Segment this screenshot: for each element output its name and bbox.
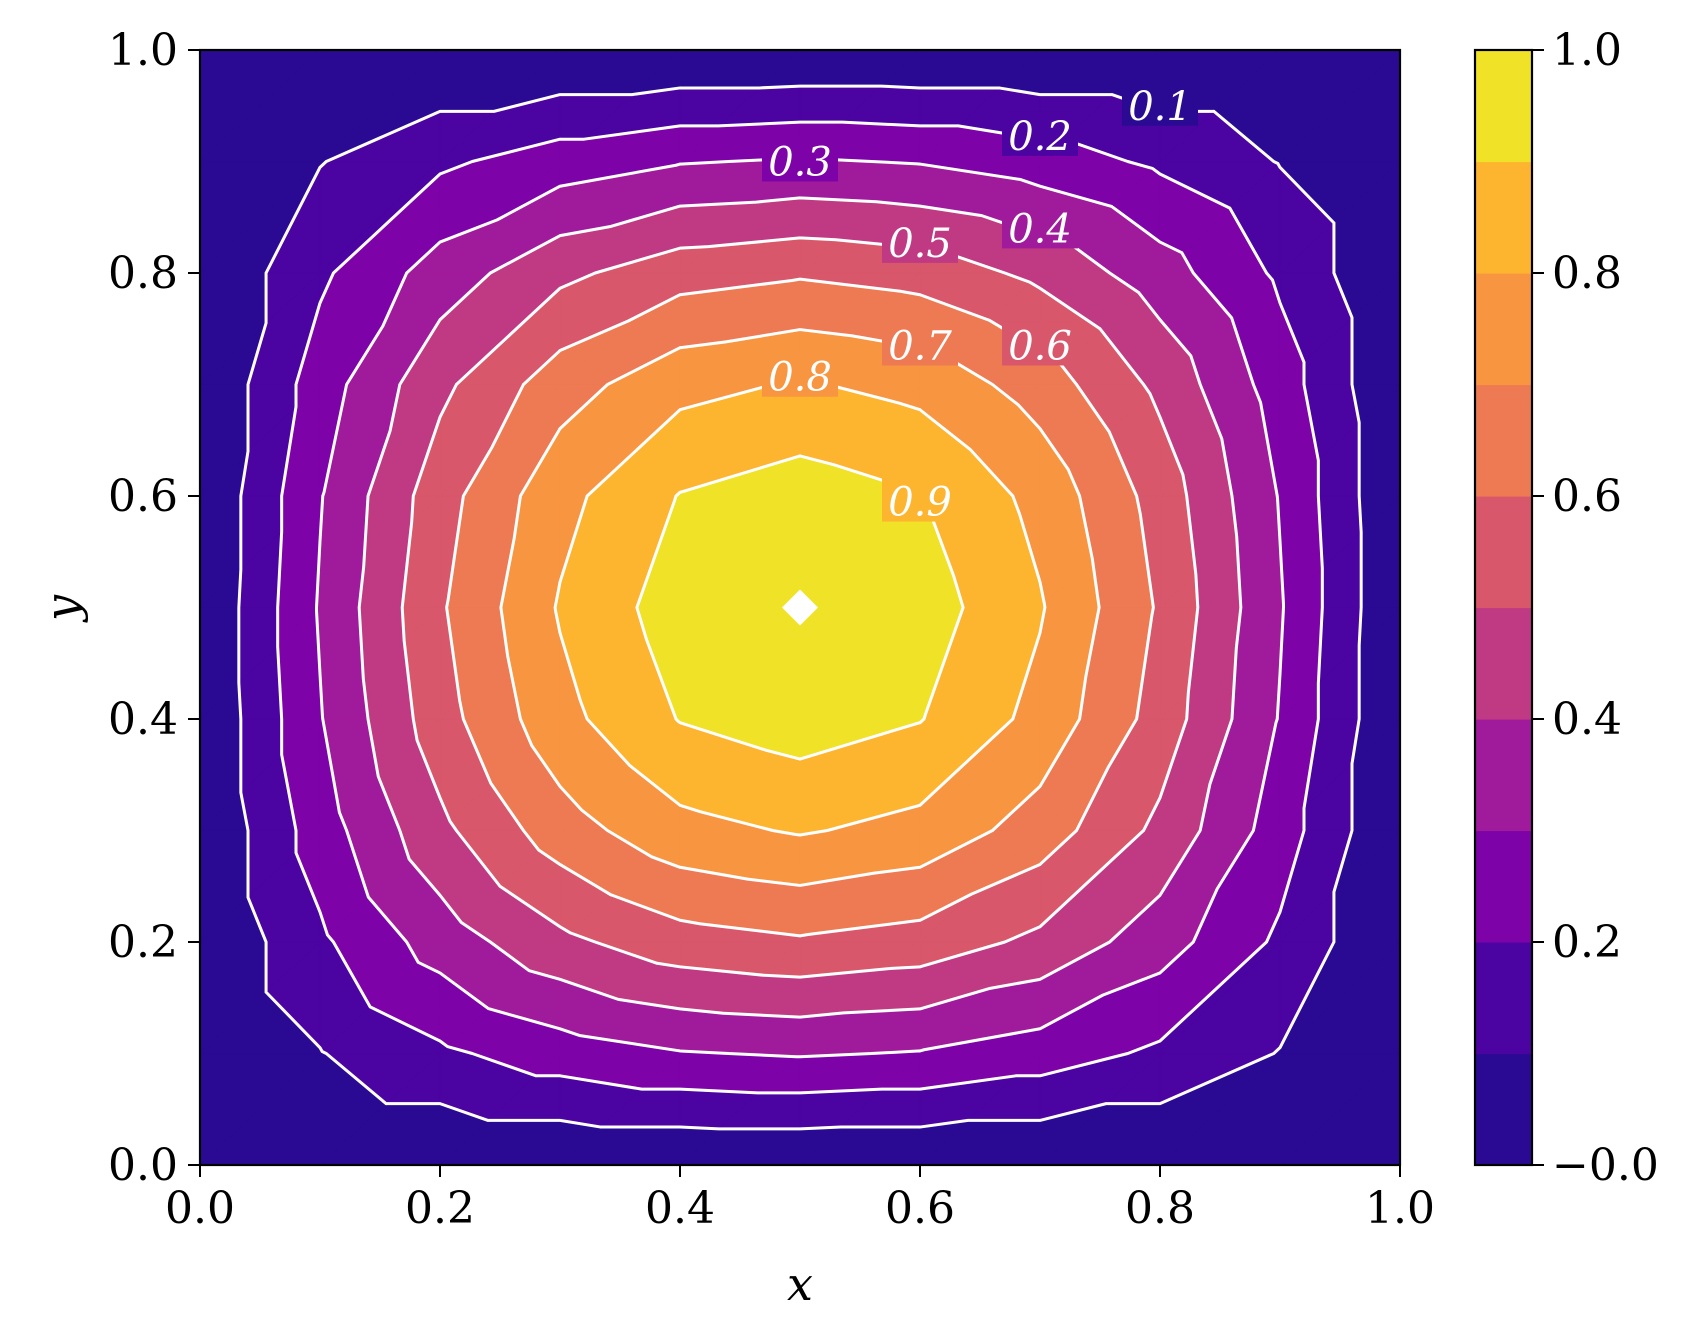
contour-label-bg (762, 352, 838, 397)
contour-line-layer (237, 84, 1363, 1131)
contour-label: 0.7 (888, 323, 952, 369)
contour-label-bg (1002, 111, 1078, 156)
colorbar-tick-label: 0.2 (1552, 917, 1622, 968)
contour-line-0.3 (315, 156, 1285, 1059)
y-tick-label: 0.4 (108, 694, 178, 745)
contour-label-layer: 0.1 0.2 0.3 0.4 0.5 0.6 0.7 0.8 0.9 (762, 81, 1198, 526)
x-tick-label: 0.2 (405, 1183, 475, 1234)
plot-frame (198, 48, 1402, 1167)
contour-line-0.2 (276, 120, 1324, 1095)
colorbar-tick-label: 0.4 (1552, 694, 1622, 745)
contour-label: 0.2 (1008, 114, 1072, 160)
contour-label: 0.3 (768, 140, 832, 186)
colorbar-segment (1475, 161, 1532, 274)
colorbar-tick-label: 1.0 (1552, 25, 1622, 76)
colorbar: −0.0 0.2 0.4 0.6 0.8 1.0 (1473, 25, 1659, 1191)
contour-label-bg (882, 321, 958, 366)
contour-label-bg (882, 218, 958, 263)
contour-label-bg (1002, 321, 1078, 366)
x-axis-label: x (787, 1257, 813, 1311)
contour-label-bg (1122, 81, 1198, 126)
contour-label: 0.8 (768, 355, 832, 401)
x-axis: 0.0 0.2 0.4 0.6 0.8 1.0 (165, 1165, 1435, 1234)
contour-line-0.4 (357, 196, 1243, 1019)
x-tick-label: 0.8 (1125, 1183, 1195, 1234)
colorbar-tick-label: 0.8 (1552, 248, 1622, 299)
colorbar-segment (1475, 1053, 1532, 1166)
colorbar-segment (1475, 496, 1532, 609)
y-tick-label: 0.2 (108, 917, 178, 968)
max-marker-layer (782, 589, 818, 626)
colorbar-tick-label: −0.0 (1552, 1140, 1659, 1191)
y-tick-label: 0.6 (108, 471, 178, 522)
colorbar-segment (1475, 942, 1532, 1055)
x-tick-label: 0.6 (885, 1183, 955, 1234)
y-axis: 0.0 0.2 0.4 0.6 0.8 1.0 (108, 25, 200, 1191)
colorbar-segment (1475, 830, 1532, 943)
contour-label: 0.6 (1008, 323, 1072, 369)
contour-label-bg (1002, 204, 1078, 249)
contour-label-bg (882, 477, 958, 522)
contour-line-0.8 (553, 378, 1047, 837)
contour-line-0.6 (445, 277, 1155, 938)
max-value-marker (782, 589, 818, 626)
y-tick-label: 1.0 (108, 25, 178, 76)
colorbar-frame (1473, 48, 1534, 1167)
x-tick-label: 0.0 (165, 1183, 235, 1234)
colorbar-segment (1475, 719, 1532, 832)
contour-label: 0.1 (1128, 84, 1192, 130)
contour-line-0.5 (400, 236, 1200, 979)
contour-label-bg (762, 137, 838, 182)
contour-label: 0.4 (1008, 206, 1072, 252)
colorbar-segment (1475, 50, 1532, 163)
colorbar-segment (1475, 384, 1532, 497)
y-tick-label: 0.8 (108, 248, 178, 299)
colorbar-tick-label: 0.6 (1552, 471, 1622, 522)
contour-label: 0.9 (888, 480, 952, 526)
colorbar-segment (1475, 273, 1532, 386)
contour-line-0.9 (635, 454, 965, 761)
x-tick-label: 0.4 (645, 1183, 715, 1234)
contour-line-0.1 (237, 84, 1363, 1131)
x-tick-label: 1.0 (1365, 1183, 1435, 1234)
colorbar-segment (1475, 607, 1532, 720)
y-axis-label: y (35, 594, 89, 623)
contour-label: 0.5 (888, 221, 952, 267)
y-tick-label: 0.0 (108, 1140, 178, 1191)
